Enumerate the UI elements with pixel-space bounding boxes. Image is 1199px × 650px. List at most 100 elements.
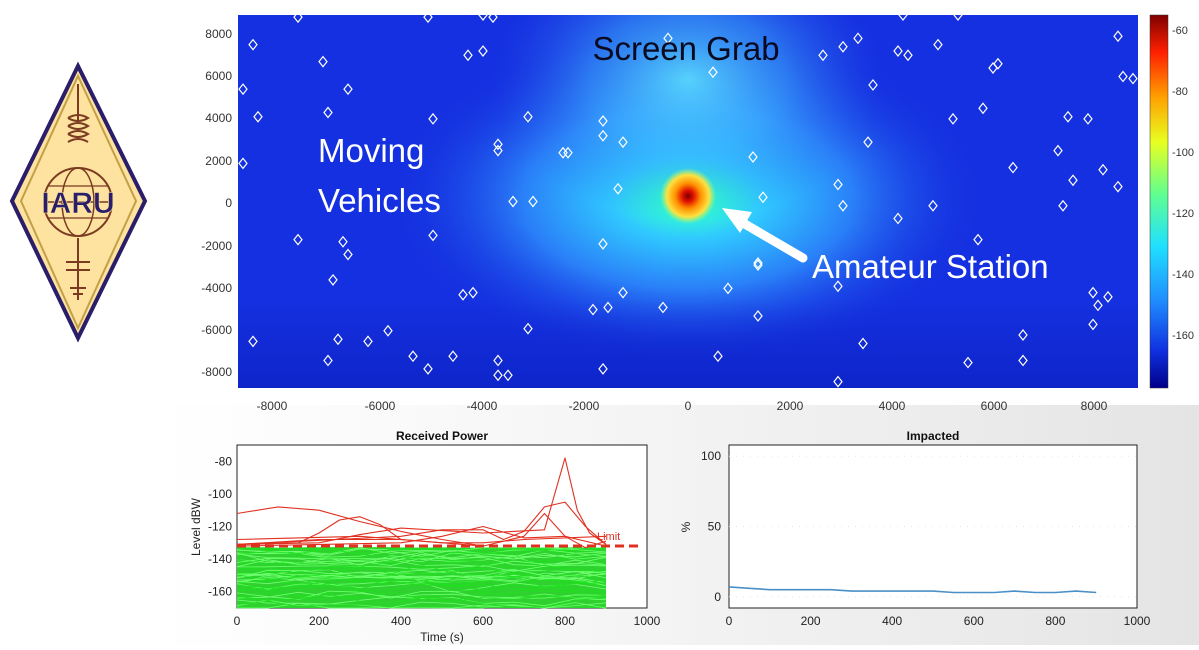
received-power-title: Received Power [396, 429, 488, 443]
y-tick: 50 [708, 520, 722, 534]
x-tick: 2000 [777, 399, 804, 413]
impacted-series-line [728, 586, 1097, 594]
vehicle-marker [1018, 329, 1028, 341]
x-tick: -6000 [365, 399, 396, 413]
vehicle-marker [463, 49, 473, 62]
green-series-line [236, 548, 607, 559]
vehicle-marker [1068, 174, 1078, 187]
vehicle-marker [838, 40, 848, 53]
vehicles-label-line2: Vehicles [318, 182, 441, 219]
y-tick: 8000 [205, 27, 232, 41]
green-series-line [236, 564, 607, 572]
vehicle-marker [903, 49, 913, 62]
vehicle-marker [928, 199, 938, 212]
received-power-y-ticks: -80 -100 -120 -140 -160 [208, 454, 232, 598]
x-tick: 1000 [634, 614, 661, 628]
vehicle-marker [753, 256, 763, 269]
vehicle-marker [588, 303, 598, 316]
vehicle-marker [383, 324, 393, 337]
vehicle-marker [858, 337, 868, 350]
green-series-line [236, 596, 607, 607]
vehicle-marker [748, 151, 758, 163]
vehicle-marker [818, 49, 828, 62]
colorbar-tick: -80 [1172, 86, 1188, 98]
vehicle-marker [838, 199, 848, 212]
vehicle-marker [338, 235, 348, 248]
vehicle-marker [1113, 180, 1123, 193]
vehicle-marker [363, 335, 373, 348]
vehicle-marker [833, 280, 843, 293]
vehicle-marker [428, 112, 438, 125]
impacted-ylabel: % [679, 521, 693, 532]
limit-label: Limit [597, 531, 620, 543]
vehicle-marker [853, 32, 863, 45]
x-tick: 0 [726, 614, 733, 628]
logo-panel: IARU [0, 0, 155, 645]
vehicle-marker [293, 233, 303, 246]
x-tick: -2000 [569, 399, 600, 413]
vehicle-marker [523, 322, 533, 335]
vehicle-marker [753, 259, 763, 272]
vehicle-marker [1093, 299, 1103, 312]
vehicle-marker [493, 369, 503, 382]
heatmap-chart: Screen Grab Moving Vehicles Amateur Stat… [201, 9, 1195, 413]
vehicle-marker [618, 286, 628, 299]
colorbar-tick: -60 [1172, 25, 1188, 37]
x-tick: 400 [391, 614, 411, 628]
vehicle-marker [1088, 286, 1098, 299]
x-tick: -8000 [257, 399, 288, 413]
vehicle-marker [1008, 161, 1018, 174]
green-series-line [236, 572, 607, 580]
vehicle-marker [1063, 110, 1073, 123]
station-label: Amateur Station [812, 248, 1049, 285]
vehicle-marker [898, 9, 908, 21]
vehicle-marker [758, 191, 768, 204]
received-power-ylabel: Level dBW [189, 497, 203, 556]
x-tick: 800 [1045, 614, 1065, 628]
vehicle-marker [423, 362, 433, 375]
vehicle-marker [523, 110, 533, 123]
vehicle-marker [953, 9, 963, 21]
vehicle-marker [1128, 72, 1138, 85]
y-tick: 0 [714, 590, 721, 604]
vehicle-marker [603, 301, 613, 314]
green-series-line [236, 557, 607, 567]
vehicle-marker [598, 115, 608, 127]
vehicle-marker [528, 195, 538, 208]
vehicle-marker [408, 350, 418, 363]
vehicle-marker [663, 32, 673, 45]
colorbar-tick: -140 [1172, 269, 1194, 281]
vehicle-marker [428, 229, 438, 242]
vehicle-marker [598, 237, 608, 250]
colorbar-tick: -160 [1172, 330, 1194, 342]
vehicle-marker [238, 157, 248, 170]
vehicle-marker [833, 375, 843, 388]
y-tick: -140 [208, 552, 232, 566]
vehicle-marker [1118, 70, 1128, 83]
logo-inner-border [19, 73, 138, 331]
x-tick: 200 [309, 614, 329, 628]
impacted-x-ticks: 0 200 400 600 800 1000 [726, 614, 1151, 628]
vehicle-marker [598, 362, 608, 375]
vehicle-marker [323, 106, 333, 119]
vehicle-marker [503, 369, 513, 382]
vehicle-marker [343, 248, 353, 261]
coil-icon [67, 114, 90, 143]
green-series-line [236, 587, 607, 598]
vehicles-layer [238, 9, 1138, 388]
vehicle-marker [423, 11, 433, 24]
vehicle-marker [993, 57, 1003, 70]
vehicle-marker [318, 55, 328, 68]
vehicle-marker [293, 11, 303, 24]
vehicle-marker [1058, 199, 1068, 212]
vehicles-label-line1: Moving [318, 132, 424, 169]
y-tick: 2000 [205, 154, 232, 168]
received-power-xlabel: Time (s) [420, 630, 464, 644]
x-tick: 8000 [1081, 399, 1108, 413]
vehicle-marker [988, 62, 998, 74]
green-series-line [236, 564, 607, 575]
red-series-line [236, 516, 402, 545]
received-power-green-lines [236, 547, 607, 609]
colorbar: -60 -80 -100 -120 -140 -160 [1149, 14, 1194, 389]
